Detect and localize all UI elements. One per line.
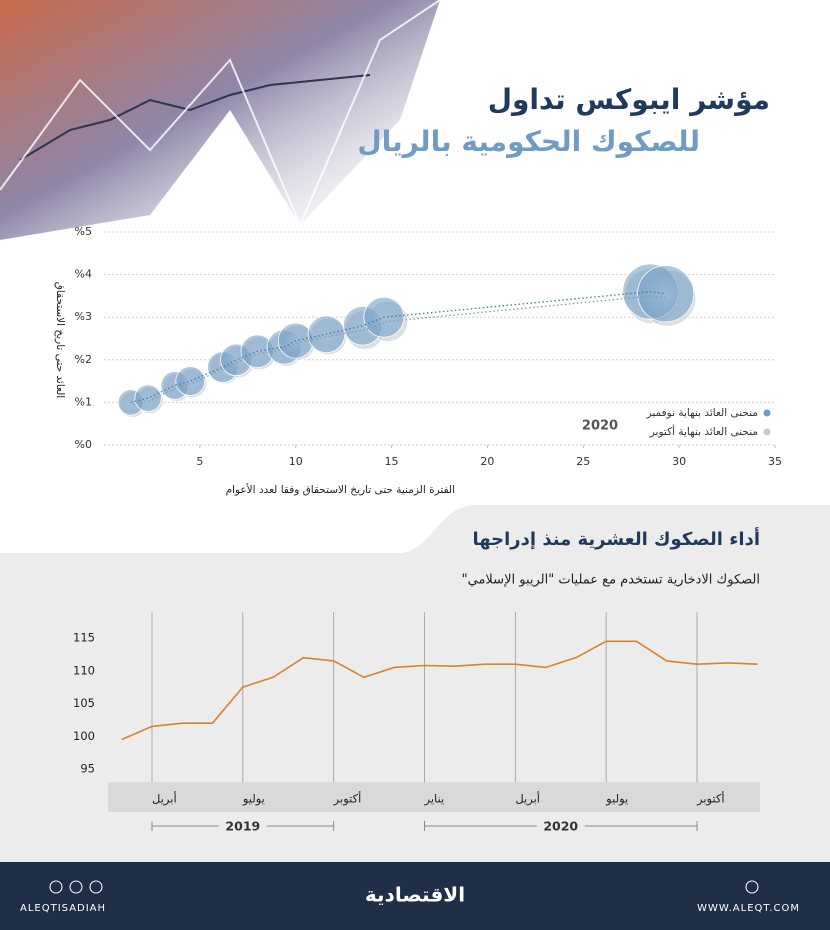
x-axis-band <box>108 782 760 812</box>
bubble <box>637 265 695 323</box>
section-background <box>0 505 830 862</box>
legend-marker <box>763 409 771 417</box>
year-label-bg <box>218 817 267 835</box>
legend-label: منحنى العائد بنهاية أكتوبر <box>649 424 758 438</box>
footer-handle: ALEQTISADIAH <box>20 903 106 914</box>
x-tick-label: 25 <box>576 455 590 468</box>
y-tick-label: 115 <box>73 631 95 645</box>
x-tick-label: أكتوبر <box>333 791 362 807</box>
legend-marker <box>763 428 771 436</box>
y-tick-label: 110 <box>73 663 95 677</box>
x-tick-label: أبريل <box>515 791 540 807</box>
header-image <box>0 0 440 240</box>
footer <box>0 862 830 930</box>
y-tick-label: %5 <box>75 225 92 238</box>
title: مؤشر ايبوكس تداول <box>488 83 770 116</box>
footer-website[interactable]: WWW.ALEQT.COM <box>697 903 800 914</box>
bubble <box>134 384 162 412</box>
social-icon[interactable] <box>49 880 63 894</box>
y-tick-label: 105 <box>73 696 95 710</box>
x-tick-label: 5 <box>196 455 203 468</box>
web-icon[interactable] <box>745 880 759 894</box>
x-tick-label: أكتوبر <box>696 791 725 807</box>
x-tick-label: 35 <box>768 455 782 468</box>
y-tick-label: %1 <box>75 395 92 408</box>
trend-line <box>130 290 666 404</box>
x-tick-label: يوليو <box>242 792 265 807</box>
x-tick-label: 10 <box>289 455 303 468</box>
x-tick-label: أبريل <box>152 791 177 807</box>
x-tick-label: يوليو <box>605 792 628 807</box>
year-label: 2019 <box>225 819 260 834</box>
y-axis-label: العائد حتى تاريخ الاستحقاق <box>54 282 66 398</box>
year-label: 2020 <box>543 819 578 834</box>
line <box>121 640 758 741</box>
social-icon[interactable] <box>69 880 83 894</box>
y-tick-label: 100 <box>73 729 95 743</box>
annotation: 2020 <box>582 419 618 434</box>
x-tick-label: 30 <box>672 455 686 468</box>
x-axis-label: الفترة الزمنية حتى تاريخ الاستحقاق وفقا … <box>226 483 455 496</box>
legend-label: منحنى العائد بنهاية نوفمبر <box>646 407 758 419</box>
social-icon[interactable] <box>89 880 103 894</box>
footer-brand: الاقتصادية <box>365 883 465 907</box>
chart-subtitle: الصكوك الادخارية تستخدم مع عمليات "الريب… <box>462 573 760 588</box>
x-tick-label: يناير <box>424 792 445 807</box>
y-tick-label: %0 <box>75 438 92 451</box>
chart-title: أداء الصكوك العشرية منذ إدراجها <box>473 527 760 550</box>
title: للصكوك الحكومية بالريال <box>357 125 700 158</box>
year-label-bg <box>536 817 585 835</box>
bubble <box>175 366 206 396</box>
header-decor-line <box>19 74 371 161</box>
header-decor-line <box>0 0 441 228</box>
y-tick-label: 95 <box>80 762 95 776</box>
y-tick-label: %4 <box>75 268 92 281</box>
x-tick-label: 20 <box>480 455 494 468</box>
x-tick-label: 15 <box>385 455 399 468</box>
y-tick-label: %2 <box>75 353 92 366</box>
y-tick-label: %3 <box>75 310 92 323</box>
